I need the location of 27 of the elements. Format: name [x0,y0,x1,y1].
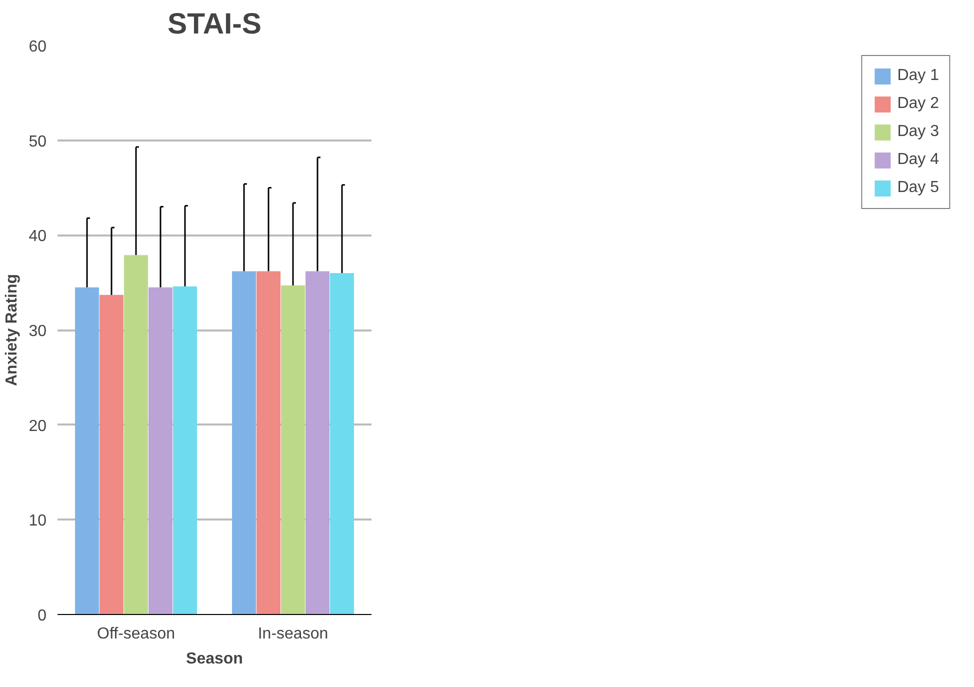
bar [330,273,354,614]
y-tick-label: 20 [28,418,47,435]
legend-label: Day 1 [897,67,939,85]
bar [75,287,100,614]
legend-label: Day 2 [897,95,939,113]
y-tick-label: 0 [38,608,47,624]
legend-label: Day 3 [897,123,939,141]
y-tick-label: 10 [28,512,47,530]
y-tick-label: 60 [28,38,47,56]
y-tick-label: 50 [28,133,47,150]
x-tick-label: Off-season [97,626,175,642]
chart-title: STAI-S [168,8,262,40]
bar [124,255,148,614]
y-tick-label: 40 [28,228,47,246]
bar [305,271,330,614]
bar [256,271,281,614]
x-axis-title: Season [186,650,243,668]
bar [172,286,197,614]
bar [148,287,172,614]
x-tick-label: In-season [258,626,328,642]
bar [281,285,305,614]
bar [232,271,256,614]
y-tick-label: 30 [28,323,47,340]
legend-label: Day 5 [897,179,939,197]
legend-label: Day 4 [897,151,939,169]
y-axis-title: Anxiety Rating [4,274,21,386]
bar [100,294,124,614]
